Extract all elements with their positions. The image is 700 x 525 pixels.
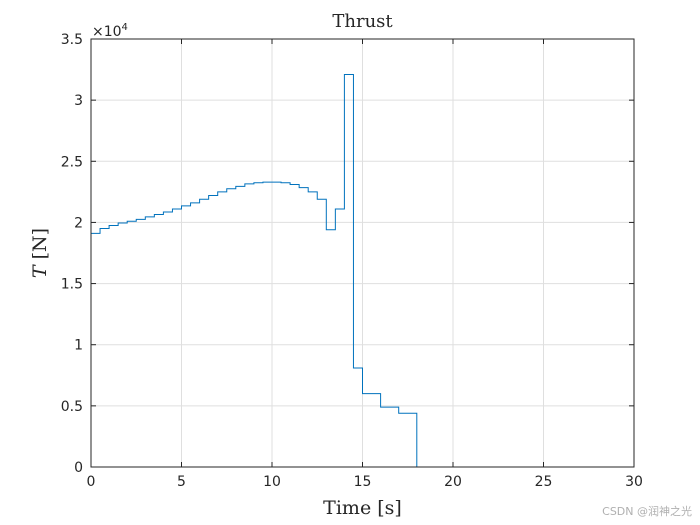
axis-ticks — [90, 38, 635, 468]
chart-title: Thrust — [332, 11, 393, 32]
x-tick-label: 10 — [263, 474, 281, 490]
x-tick-labels: 0 5 10 15 20 25 30 — [87, 474, 643, 490]
y-tick-label: 0.5 — [61, 399, 83, 415]
x-tick-label: 0 — [87, 474, 96, 490]
y-axis-label-var: T — [29, 264, 51, 278]
x-tick-label: 25 — [535, 474, 553, 490]
y-tick-label: 2 — [74, 215, 83, 231]
y-tick-label: 0 — [74, 460, 83, 476]
y-axis-label-unit: [N] — [29, 228, 51, 259]
y-exponent-base: ×10 — [92, 24, 122, 40]
y-tick-label: 3.5 — [61, 32, 83, 48]
watermark: CSDN @润神之光 — [602, 504, 692, 518]
y-tick-labels: 0 0.5 1 1.5 2 2.5 3 3.5 — [61, 32, 83, 476]
y-tick-label: 1 — [74, 338, 83, 354]
y-axis-label: T [N] — [29, 228, 51, 278]
x-axis-label: Time [s] — [323, 497, 402, 519]
thrust-series-line — [91, 73, 634, 468]
x-tick-label: 15 — [354, 474, 372, 490]
y-tick-label: 3 — [74, 93, 83, 109]
y-exponent-power: 4 — [122, 22, 128, 33]
x-tick-label: 20 — [444, 474, 462, 490]
y-tick-label: 2.5 — [61, 154, 83, 170]
series-layer — [91, 73, 634, 468]
y-tick-label: 1.5 — [61, 277, 83, 293]
y-exponent-label: ×104 — [92, 22, 128, 40]
x-tick-label: 30 — [625, 474, 643, 490]
x-tick-label: 5 — [177, 474, 186, 490]
